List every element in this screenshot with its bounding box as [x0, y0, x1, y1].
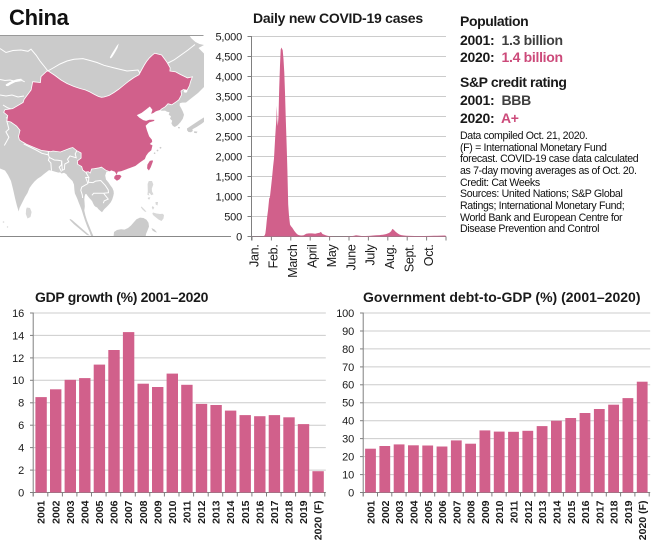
- svg-text:70: 70: [342, 362, 354, 374]
- svg-text:3,500: 3,500: [215, 91, 242, 103]
- svg-text:2014: 2014: [552, 500, 564, 524]
- svg-text:2005: 2005: [423, 500, 435, 524]
- svg-text:2020 (F): 2020 (F): [637, 501, 649, 541]
- svg-text:90: 90: [342, 326, 354, 338]
- svg-text:0: 0: [348, 487, 354, 499]
- svg-text:2001: 2001: [36, 500, 48, 524]
- svg-text:20: 20: [342, 452, 354, 464]
- svg-text:Jan.: Jan.: [247, 245, 261, 267]
- svg-text:Aug.: Aug.: [383, 245, 397, 270]
- svg-text:2015: 2015: [566, 500, 578, 524]
- svg-text:2,000: 2,000: [215, 151, 242, 163]
- svg-text:2001: 2001: [366, 500, 378, 524]
- svg-text:2017: 2017: [269, 500, 281, 524]
- svg-text:2004: 2004: [408, 500, 420, 524]
- svg-text:2018: 2018: [609, 500, 621, 524]
- svg-text:2007: 2007: [451, 500, 463, 524]
- svg-text:40: 40: [342, 416, 354, 428]
- svg-text:Sept.: Sept.: [403, 245, 417, 273]
- svg-text:8: 8: [18, 398, 24, 410]
- svg-text:2011: 2011: [509, 500, 521, 523]
- svg-text:5,000: 5,000: [215, 31, 242, 43]
- svg-text:2002: 2002: [50, 500, 62, 524]
- svg-text:2016: 2016: [580, 500, 592, 524]
- svg-text:2012: 2012: [523, 500, 535, 524]
- svg-text:30: 30: [342, 434, 354, 446]
- svg-text:2010: 2010: [494, 500, 506, 524]
- svg-text:2019: 2019: [298, 500, 310, 524]
- svg-text:2011: 2011: [182, 500, 194, 523]
- svg-text:Oct.: Oct.: [422, 245, 436, 267]
- svg-text:2008: 2008: [466, 500, 478, 524]
- svg-text:500: 500: [224, 211, 242, 223]
- svg-text:June: June: [344, 244, 358, 270]
- svg-text:2015: 2015: [240, 500, 252, 524]
- svg-text:2013: 2013: [211, 500, 223, 524]
- svg-text:2007: 2007: [123, 500, 135, 524]
- svg-text:2019: 2019: [623, 500, 635, 524]
- svg-text:2003: 2003: [394, 500, 406, 524]
- svg-text:2013: 2013: [537, 500, 549, 524]
- svg-text:May: May: [325, 243, 339, 267]
- svg-text:4,500: 4,500: [215, 51, 242, 63]
- svg-text:Feb.: Feb.: [267, 245, 281, 269]
- svg-text:2004: 2004: [79, 500, 91, 524]
- svg-text:2009: 2009: [480, 500, 492, 524]
- svg-text:60: 60: [342, 380, 354, 392]
- svg-text:50: 50: [342, 398, 354, 410]
- svg-text:2009: 2009: [152, 500, 164, 524]
- svg-text:10: 10: [12, 375, 24, 387]
- svg-text:4: 4: [18, 443, 24, 455]
- svg-text:0: 0: [18, 487, 24, 499]
- svg-text:2,500: 2,500: [215, 131, 242, 143]
- svg-text:3,000: 3,000: [215, 111, 242, 123]
- svg-text:6: 6: [18, 420, 24, 432]
- svg-text:2003: 2003: [65, 500, 77, 524]
- svg-text:2006: 2006: [109, 500, 121, 524]
- svg-text:2: 2: [18, 465, 24, 477]
- svg-text:12: 12: [12, 353, 24, 365]
- svg-text:July: July: [364, 243, 378, 265]
- svg-text:2008: 2008: [138, 500, 150, 524]
- svg-text:2006: 2006: [437, 500, 449, 524]
- svg-text:0: 0: [236, 231, 242, 243]
- svg-text:2016: 2016: [254, 500, 266, 524]
- svg-text:March: March: [286, 244, 300, 278]
- svg-text:2005: 2005: [94, 500, 106, 524]
- svg-text:10: 10: [342, 469, 354, 481]
- svg-text:1,000: 1,000: [215, 191, 242, 203]
- svg-text:2002: 2002: [380, 500, 392, 524]
- svg-text:2020 (F): 2020 (F): [313, 501, 325, 541]
- svg-text:2012: 2012: [196, 500, 208, 524]
- svg-text:14: 14: [12, 330, 24, 342]
- svg-text:2014: 2014: [225, 500, 237, 524]
- svg-text:4,000: 4,000: [215, 71, 242, 83]
- svg-text:1,500: 1,500: [215, 171, 242, 183]
- svg-text:100: 100: [336, 308, 354, 320]
- svg-text:2010: 2010: [167, 500, 179, 524]
- svg-text:80: 80: [342, 344, 354, 356]
- svg-text:April: April: [306, 245, 320, 269]
- svg-text:2017: 2017: [594, 500, 606, 524]
- svg-text:2018: 2018: [284, 500, 296, 524]
- svg-text:16: 16: [12, 308, 24, 320]
